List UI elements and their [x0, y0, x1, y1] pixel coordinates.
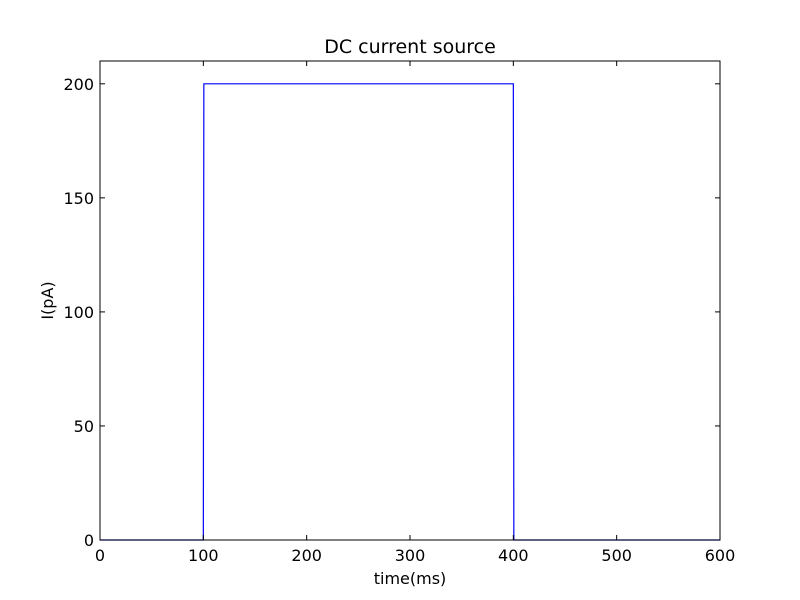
x-tick-label: 100	[188, 546, 219, 565]
y-tick-label: 150	[63, 189, 94, 208]
plot-frame	[99, 60, 721, 541]
axis-ticks: 0 100 200 300 400 500 600 0 50 100 150 200	[63, 61, 735, 565]
x-tick-label: 300	[395, 546, 426, 565]
x-axis-label: time(ms)	[374, 569, 447, 588]
x-tick-label: 500	[601, 546, 632, 565]
x-tick-label: 600	[705, 546, 736, 565]
y-tick-label: 200	[63, 75, 94, 94]
y-axis-label: I(pA)	[38, 281, 57, 319]
y-tick-label: 100	[63, 303, 94, 322]
x-tick-label: 200	[291, 546, 322, 565]
x-tick-label: 400	[498, 546, 529, 565]
y-tick-label: 0	[84, 531, 94, 550]
y-tick-label: 50	[74, 417, 94, 436]
chart-title: DC current source	[324, 36, 496, 58]
x-tick-label: 0	[95, 546, 105, 565]
